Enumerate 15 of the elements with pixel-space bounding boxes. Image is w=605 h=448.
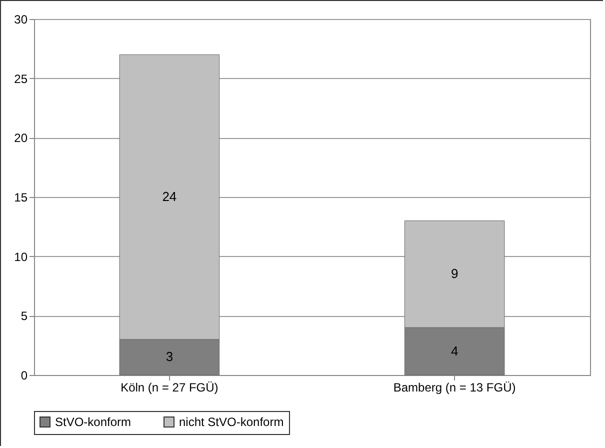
x-tick-label: Bamberg (n = 13 FGÜ): [393, 380, 516, 394]
x-tick-label: Köln (n = 27 FGÜ): [120, 380, 218, 394]
data-label: 3: [166, 349, 174, 364]
y-tick-label: 10: [14, 250, 28, 264]
y-tick-label: 15: [14, 190, 28, 204]
data-label: 9: [450, 266, 458, 282]
y-tick-label: 5: [20, 309, 28, 324]
data-label: 24: [162, 189, 177, 204]
legend-label: StVO-konform: [55, 415, 132, 429]
y-tick-label: 30: [14, 12, 28, 26]
legend-label: nicht StVO-konform: [179, 415, 284, 429]
y-tick-label: 25: [14, 72, 28, 86]
y-tick-label: 0: [20, 368, 28, 382]
y-tick-label: 20: [14, 131, 28, 146]
data-label: 4: [450, 343, 458, 358]
